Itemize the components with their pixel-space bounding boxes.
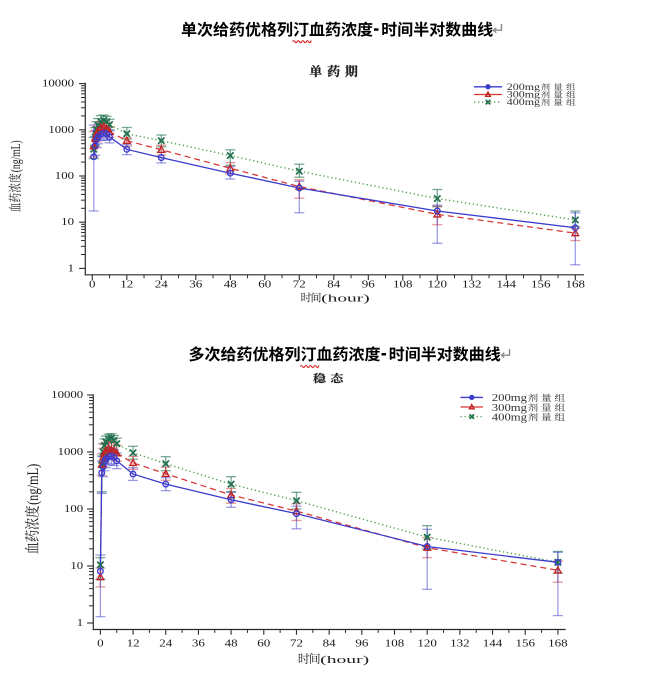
svg-text:84: 84	[327, 280, 340, 291]
svg-text:(hour): (hour)	[321, 294, 370, 305]
svg-text:132: 132	[462, 280, 482, 291]
svg-text:10: 10	[70, 561, 83, 572]
svg-text:36: 36	[189, 280, 202, 291]
svg-text:400mg: 400mg	[492, 412, 527, 423]
svg-text:1000: 1000	[58, 447, 84, 458]
svg-text:1: 1	[68, 263, 74, 274]
svg-text:96: 96	[362, 280, 375, 291]
svg-text:10: 10	[61, 217, 74, 228]
svg-text:144: 144	[497, 280, 517, 291]
svg-text:168: 168	[548, 639, 568, 650]
svg-text:200mg: 200mg	[507, 82, 541, 92]
svg-text:300mg: 300mg	[507, 90, 541, 100]
svg-text:200mg: 200mg	[492, 393, 527, 404]
svg-text:(ng/mL): (ng/mL)	[8, 140, 23, 172]
svg-text:400mg: 400mg	[507, 97, 541, 107]
svg-text:96: 96	[355, 639, 368, 650]
svg-text:12: 12	[120, 280, 133, 291]
svg-text:120: 120	[417, 639, 437, 650]
svg-text:156: 156	[515, 639, 535, 650]
svg-text:108: 108	[393, 280, 413, 291]
svg-text:100: 100	[64, 504, 83, 515]
svg-text:(hour): (hour)	[320, 654, 370, 666]
svg-text:144: 144	[483, 639, 503, 650]
svg-text:100: 100	[55, 171, 74, 182]
svg-text:48: 48	[224, 280, 237, 291]
svg-text:132: 132	[450, 639, 470, 650]
svg-text:60: 60	[257, 639, 270, 650]
svg-text:60: 60	[258, 280, 271, 291]
svg-text:1: 1	[77, 618, 83, 629]
svg-text:84: 84	[323, 639, 336, 650]
svg-text:12: 12	[127, 639, 140, 650]
svg-text:108: 108	[385, 639, 405, 650]
svg-text:72: 72	[290, 639, 303, 650]
svg-text:(ng/mL): (ng/mL)	[26, 463, 43, 505]
svg-text:48: 48	[225, 639, 238, 650]
svg-text:36: 36	[192, 639, 205, 650]
svg-text:10000: 10000	[51, 390, 83, 401]
svg-text:120: 120	[428, 280, 448, 291]
svg-text:72: 72	[293, 280, 306, 291]
svg-text:24: 24	[155, 280, 168, 291]
svg-text:10000: 10000	[42, 79, 74, 90]
svg-text:24: 24	[159, 639, 172, 650]
svg-text:300mg: 300mg	[492, 403, 527, 414]
svg-text:156: 156	[531, 280, 551, 291]
svg-text:0: 0	[97, 639, 104, 650]
svg-text:1000: 1000	[48, 125, 74, 136]
svg-text:168: 168	[566, 280, 586, 291]
svg-text:0: 0	[89, 280, 96, 291]
